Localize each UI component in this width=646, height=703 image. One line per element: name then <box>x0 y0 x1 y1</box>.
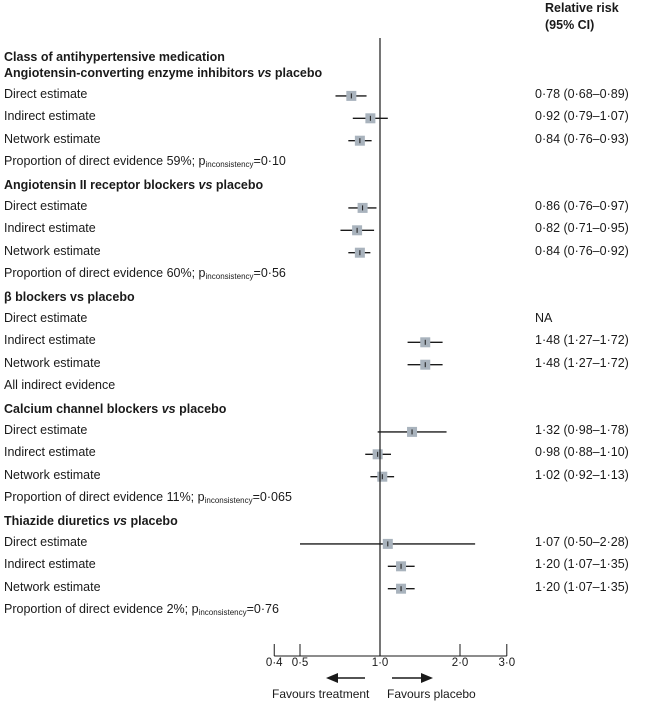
group-title-tail: placebo <box>130 513 178 528</box>
x-tick-label: 2·0 <box>452 657 469 669</box>
footer-subscript: inconsistency <box>205 272 254 282</box>
row-label: Direct estimate <box>4 534 88 549</box>
ci-value: 1·20 (1·07–1·35) <box>535 557 629 572</box>
group-title: Calcium channel blockers vs placebo <box>4 402 226 417</box>
group-title: β blockers vs placebo <box>4 290 135 305</box>
row-label: Direct estimate <box>4 198 88 213</box>
row-label: Indirect estimate <box>4 557 96 572</box>
group-title-tail: placebo <box>215 177 264 192</box>
ci-value: 1·32 (0·98–1·78) <box>535 422 629 437</box>
row-label: Indirect estimate <box>4 221 96 236</box>
group-title-tail: placebo <box>274 65 323 80</box>
group-title-text: Calcium channel blockers <box>4 401 159 416</box>
footer-value: =0·065 <box>252 490 292 505</box>
ci-value: 1·02 (0·92–1·13) <box>535 467 629 482</box>
row-label: Indirect estimate <box>4 333 96 348</box>
group-footer: Proportion of direct evidence 11%; pinco… <box>4 490 292 508</box>
header-line2: (95% CI) <box>545 18 595 32</box>
ci-value: 1·48 (1·27–1·72) <box>535 333 629 348</box>
row-label: Indirect estimate <box>4 445 96 460</box>
group-title-text: Thiazide diuretics <box>4 513 110 528</box>
group-title-tail: placebo <box>179 401 227 416</box>
group-title: Angiotensin II receptor blockers vs plac… <box>4 178 263 193</box>
footer-value: =0·76 <box>246 602 279 617</box>
group-title-text: Angiotensin II receptor blockers <box>4 177 196 192</box>
arrow-right-head <box>421 673 433 683</box>
group-title: Angiotensin-converting enzyme inhibitors… <box>4 66 322 81</box>
ci-value: 0·82 (0·71–0·95) <box>535 221 629 236</box>
group-title-text: β blockers vs placebo <box>4 289 135 304</box>
group-title: Thiazide diuretics vs placebo <box>4 514 178 529</box>
footer-subscript: inconsistency <box>198 608 247 618</box>
footer-text: Proportion of direct evidence 11%; p <box>4 490 205 505</box>
x-tick-label: 0·4 <box>266 657 283 669</box>
row-label: Network estimate <box>4 467 101 482</box>
footer-text: Proportion of direct evidence 60%; p <box>4 266 206 281</box>
footer-value: =0·10 <box>253 154 286 169</box>
footer-text: Proportion of direct evidence 59%; p <box>4 154 206 169</box>
group-footer: All indirect evidence <box>4 378 115 393</box>
ci-value: 1·20 (1·07–1·35) <box>535 579 629 594</box>
row-label: Network estimate <box>4 355 101 370</box>
row-label: Direct estimate <box>4 310 88 325</box>
ci-value: 0·92 (0·79–1·07) <box>535 109 629 124</box>
footer-text: All indirect evidence <box>4 378 116 393</box>
row-label: Network estimate <box>4 243 101 258</box>
footer-subscript: inconsistency <box>205 160 254 170</box>
header-line1: Relative risk <box>545 1 619 15</box>
arrow-left-head <box>326 673 338 683</box>
ci-value: 0·78 (0·68–0·89) <box>535 86 629 101</box>
group-title-vs: vs <box>161 401 176 416</box>
row-label: Network estimate <box>4 579 101 594</box>
ci-value: 1·07 (0·50–2·28) <box>535 534 629 549</box>
relative-risk-header: Relative risk (95% CI) <box>545 0 619 34</box>
row-label: Direct estimate <box>4 422 88 437</box>
x-tick-label: 3·0 <box>498 657 515 669</box>
ci-value: 0·98 (0·88–1·10) <box>535 445 629 460</box>
group-footer: Proportion of direct evidence 59%; pinco… <box>4 154 286 172</box>
footer-value: =0·56 <box>253 266 286 281</box>
group-title-text: Angiotensin-converting enzyme inhibitors <box>4 65 255 80</box>
group-title-vs: vs <box>113 513 127 528</box>
footer-subscript: inconsistency <box>204 496 253 506</box>
section-title: Class of antihypertensive medication <box>4 50 225 64</box>
ci-value: NA <box>535 310 553 325</box>
x-tick-label: 0·5 <box>292 657 309 669</box>
ci-value: 0·84 (0·76–0·93) <box>535 131 629 146</box>
favours-treatment-label: Favours treatment <box>272 687 370 701</box>
ci-value: 0·84 (0·76–0·92) <box>535 243 629 258</box>
group-title-vs: vs <box>198 177 213 192</box>
ci-value: 0·86 (0·76–0·97) <box>535 198 629 213</box>
row-label: Direct estimate <box>4 86 88 101</box>
row-label: Indirect estimate <box>4 109 96 124</box>
footer-text: Proportion of direct evidence 2%; p <box>4 602 199 617</box>
group-title-vs: vs <box>257 65 272 80</box>
group-footer: Proportion of direct evidence 60%; pinco… <box>4 266 286 284</box>
x-tick-label: 1·0 <box>372 657 389 669</box>
ci-value: 1·48 (1·27–1·72) <box>535 355 629 370</box>
row-label: Network estimate <box>4 131 101 146</box>
group-footer: Proportion of direct evidence 2%; pincon… <box>4 602 279 620</box>
favours-placebo-label: Favours placebo <box>387 687 476 701</box>
